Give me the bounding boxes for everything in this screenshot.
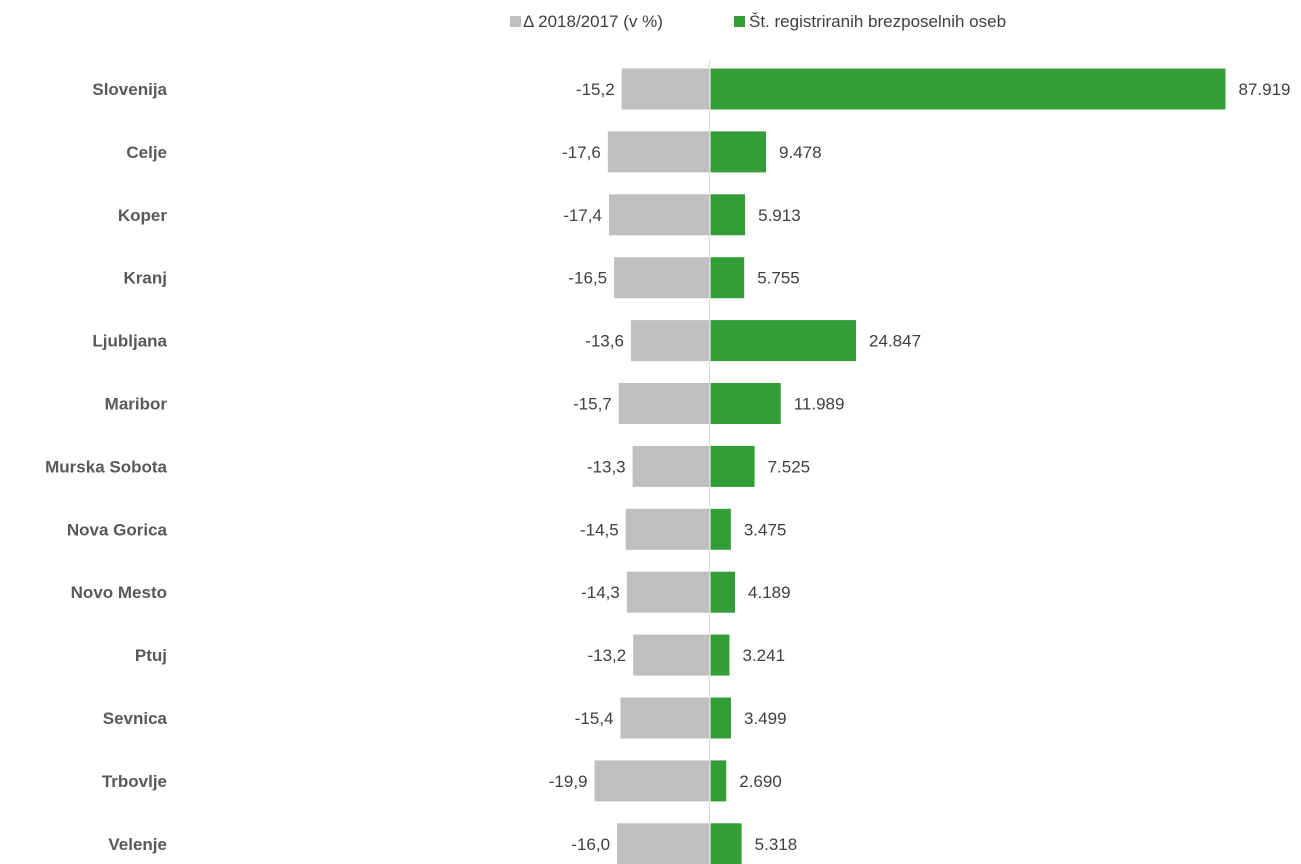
data-label-change: -17,4 xyxy=(563,206,602,225)
bar-change xyxy=(633,634,710,676)
data-label-change: -13,2 xyxy=(587,646,626,665)
category-label: Novo Mesto xyxy=(71,583,167,602)
data-label-change: -15,4 xyxy=(575,709,614,728)
bar-unemployed xyxy=(710,320,857,362)
bar-unemployed xyxy=(710,445,755,487)
data-label-change: -16,5 xyxy=(568,269,607,288)
category-label: Sevnica xyxy=(103,709,168,728)
bar-change xyxy=(620,697,710,739)
bar-change xyxy=(630,320,710,362)
series-unemployed-bars xyxy=(710,68,1226,864)
data-label-unemployed: 24.847 xyxy=(869,332,921,351)
legend: Δ 2018/2017 (v %) Št. registriranih brez… xyxy=(510,12,1006,31)
category-label: Celje xyxy=(126,143,167,162)
legend-swatch-unemployed xyxy=(734,16,745,27)
bar-unemployed xyxy=(710,131,767,173)
bar-unemployed xyxy=(710,697,731,739)
category-labels: Slovenija Celje Koper Kranj Ljubljana Maribor… xyxy=(45,80,167,854)
category-label: Ljubljana xyxy=(92,332,167,351)
data-label-unemployed: 9.478 xyxy=(779,143,822,162)
bar-unemployed xyxy=(710,760,727,802)
category-label: Kranj xyxy=(124,269,167,288)
data-label-change: -16,0 xyxy=(571,835,610,854)
data-label-unemployed: 4.189 xyxy=(748,583,791,602)
data-label-change: -14,3 xyxy=(581,583,620,602)
data-label-change: -14,5 xyxy=(580,520,619,539)
category-label: Trbovlje xyxy=(102,772,167,791)
bar-unemployed xyxy=(710,823,742,864)
data-label-change: -17,6 xyxy=(562,143,601,162)
data-label-unemployed: 87.919 xyxy=(1239,80,1291,99)
bar-unemployed xyxy=(710,634,730,676)
bar-change xyxy=(608,194,710,236)
category-label: Slovenija xyxy=(92,80,167,99)
data-label-change: -19,9 xyxy=(549,772,588,791)
data-label-unemployed: 3.241 xyxy=(742,646,785,665)
category-label: Ptuj xyxy=(135,646,167,665)
legend-label-unemployed: Št. registriranih brezposelnih oseb xyxy=(749,12,1006,31)
data-label-unemployed: 2.690 xyxy=(739,772,782,791)
data-label-change: -13,3 xyxy=(587,457,626,476)
data-label-unemployed: 5.755 xyxy=(757,269,800,288)
data-label-unemployed: 7.525 xyxy=(768,457,811,476)
bar-change xyxy=(632,445,710,487)
data-label-unemployed: 3.499 xyxy=(744,709,787,728)
category-label: Maribor xyxy=(105,395,168,414)
data-label-unemployed: 3.475 xyxy=(744,520,787,539)
bar-unemployed xyxy=(710,383,781,424)
bar-unemployed xyxy=(710,68,1226,110)
bar-change xyxy=(617,823,710,864)
legend-label-change: Δ 2018/2017 (v %) xyxy=(523,12,663,31)
bar-change xyxy=(626,571,710,613)
legend-swatch-change xyxy=(510,16,521,27)
data-label-unemployed: 11.989 xyxy=(794,395,845,414)
data-label-change: -15,7 xyxy=(573,395,612,414)
category-label: Velenje xyxy=(108,835,167,854)
bar-change xyxy=(614,257,710,299)
bar-change xyxy=(621,68,710,110)
category-label: Nova Gorica xyxy=(67,520,168,539)
data-label-change: -15,2 xyxy=(576,80,615,99)
data-label-change: -13,6 xyxy=(585,332,624,351)
category-label: Koper xyxy=(118,206,168,225)
bar-change xyxy=(618,383,710,424)
bar-unemployed xyxy=(710,571,736,613)
bar-change xyxy=(594,760,710,802)
data-label-unemployed: 5.318 xyxy=(755,835,798,854)
bar-change xyxy=(625,508,710,550)
category-label: Murska Sobota xyxy=(45,457,167,476)
value-labels: -15,2 87.919 -17,6 9.478 -17,4 5.913 -16,5 5.75… xyxy=(549,80,1291,854)
bar-unemployed xyxy=(710,508,731,550)
series-change-bars xyxy=(594,68,710,864)
bar-unemployed xyxy=(710,257,745,299)
bar-unemployed xyxy=(710,194,746,236)
bar-change xyxy=(607,131,710,173)
data-label-unemployed: 5.913 xyxy=(758,206,801,225)
